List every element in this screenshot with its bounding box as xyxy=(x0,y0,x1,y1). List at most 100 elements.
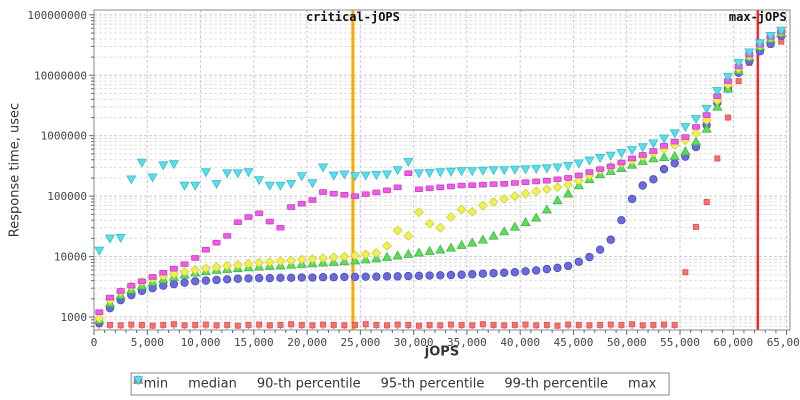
data-point xyxy=(701,104,712,114)
data-point xyxy=(606,235,615,244)
data-point xyxy=(308,197,317,203)
data-point xyxy=(660,143,669,149)
x-tick-label: 40,000 xyxy=(500,336,540,349)
data-point xyxy=(436,184,445,191)
x-tick-label: 30,000 xyxy=(394,336,434,349)
data-point xyxy=(275,181,286,191)
data-point xyxy=(404,170,413,176)
data-point xyxy=(564,175,573,181)
legend: min median 90-th percentile 95-th percentil… xyxy=(130,372,670,396)
data-point xyxy=(404,271,413,281)
data-point xyxy=(597,321,604,328)
data-point xyxy=(341,322,348,329)
data-point xyxy=(405,321,412,328)
data-point xyxy=(372,272,381,281)
data-point xyxy=(426,321,433,328)
data-point xyxy=(403,248,414,258)
data-point xyxy=(573,175,584,186)
data-point xyxy=(360,171,371,181)
data-point xyxy=(170,321,177,328)
data-point xyxy=(531,212,542,222)
data-point xyxy=(382,272,392,281)
data-point xyxy=(126,175,137,185)
data-point xyxy=(371,171,382,181)
data-point xyxy=(307,254,318,265)
data-point xyxy=(148,274,157,280)
data-point xyxy=(413,247,425,257)
data-point xyxy=(458,321,465,328)
series-max xyxy=(94,26,787,256)
data-point xyxy=(138,321,145,328)
data-point xyxy=(414,186,423,193)
data-point xyxy=(573,159,584,169)
data-point xyxy=(381,170,393,180)
data-point xyxy=(489,269,498,278)
data-point xyxy=(266,322,273,329)
data-point xyxy=(191,277,200,286)
data-point xyxy=(200,263,211,274)
data-point xyxy=(320,321,327,328)
data-point xyxy=(288,321,295,328)
data-point xyxy=(488,166,499,176)
data-point xyxy=(383,187,392,194)
data-point xyxy=(245,321,252,328)
data-point xyxy=(329,190,338,197)
data-point xyxy=(147,173,158,183)
data-point xyxy=(350,250,361,261)
data-point xyxy=(179,181,190,191)
data-point xyxy=(115,233,126,243)
data-point xyxy=(510,268,520,277)
data-point xyxy=(744,48,755,58)
data-point xyxy=(403,158,414,168)
series-99-th-percentile xyxy=(95,28,786,316)
data-point xyxy=(414,207,424,218)
data-point xyxy=(212,239,221,246)
data-point xyxy=(425,271,434,280)
data-point xyxy=(563,161,574,171)
data-point xyxy=(276,273,285,283)
data-point xyxy=(256,321,263,328)
x-tick-label: 5,000 xyxy=(131,336,164,349)
data-point xyxy=(714,155,721,162)
data-point xyxy=(372,189,381,196)
data-point xyxy=(223,233,232,239)
data-point xyxy=(457,270,466,279)
data-point xyxy=(607,321,614,328)
data-point xyxy=(628,155,637,162)
data-point xyxy=(106,321,113,328)
data-point xyxy=(776,26,787,36)
data-point xyxy=(649,175,658,184)
data-point xyxy=(627,194,637,204)
data-point xyxy=(265,218,274,225)
data-point xyxy=(477,166,488,176)
x-tick-label: 65,000 xyxy=(767,336,800,349)
data-point xyxy=(542,177,551,184)
data-point xyxy=(254,257,265,268)
data-point xyxy=(232,259,243,270)
data-point xyxy=(244,214,253,220)
data-point xyxy=(456,167,467,177)
data-point xyxy=(509,165,520,175)
data-point xyxy=(671,321,678,328)
data-point xyxy=(105,294,114,301)
data-point xyxy=(127,282,136,289)
data-point xyxy=(531,164,542,174)
data-point xyxy=(393,184,402,191)
x-tick-label: 45,000 xyxy=(554,336,594,349)
data-point xyxy=(670,138,679,145)
data-point xyxy=(541,184,552,195)
data-point xyxy=(456,239,467,249)
data-point xyxy=(445,167,457,177)
data-point xyxy=(501,322,508,329)
data-point xyxy=(565,321,572,328)
data-point xyxy=(488,197,499,207)
data-point xyxy=(424,168,435,178)
y-axis-title: Response time, usec xyxy=(7,102,23,238)
data-point xyxy=(661,321,668,328)
x-tick-label: 25,000 xyxy=(341,336,381,349)
data-point xyxy=(94,246,105,256)
data-point xyxy=(703,198,710,205)
data-point xyxy=(648,139,659,149)
data-point xyxy=(478,181,487,188)
